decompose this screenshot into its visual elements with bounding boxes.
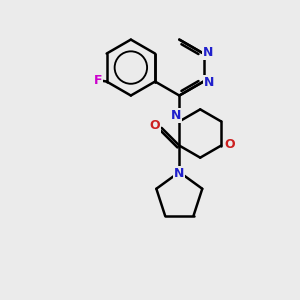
Text: F: F <box>94 74 102 87</box>
Text: N: N <box>204 76 214 89</box>
Text: N: N <box>203 46 214 59</box>
Text: O: O <box>224 139 235 152</box>
Text: N: N <box>173 167 184 180</box>
Text: N: N <box>171 109 181 122</box>
Text: O: O <box>150 119 160 132</box>
